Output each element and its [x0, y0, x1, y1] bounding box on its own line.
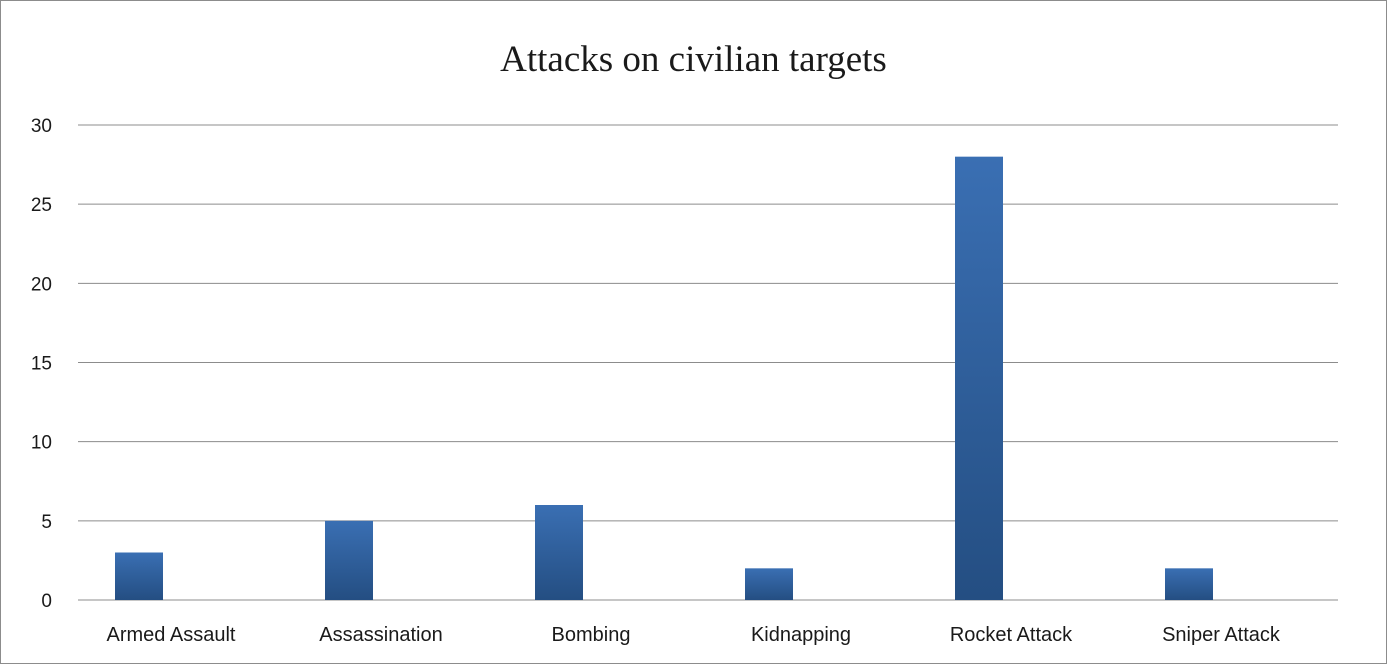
y-tick-label: 30: [31, 116, 52, 137]
x-category-label: Sniper Attack: [1162, 624, 1281, 646]
bars: [115, 156, 1213, 600]
y-tick-label: 10: [31, 433, 52, 454]
y-tick-label: 15: [31, 354, 52, 375]
y-tick-label: 20: [31, 274, 52, 295]
x-category-label: Armed Assault: [107, 624, 236, 646]
y-axis-ticks: 0 5 10 15 20 25 30: [31, 116, 52, 612]
y-tick-label: 5: [41, 512, 52, 533]
x-axis-categories: Armed Assault Assassination Bombing Kidnapp…: [107, 624, 1281, 646]
x-category-label: Rocket Attack: [950, 624, 1073, 646]
bar-assassination: [325, 520, 373, 600]
bar-bombing: [535, 505, 583, 600]
gridlines: [78, 124, 1338, 601]
bar-kidnapping: [745, 568, 793, 600]
x-category-label: Assassination: [319, 624, 442, 646]
y-tick-label: 25: [31, 195, 52, 216]
x-category-label: Kidnapping: [751, 624, 851, 646]
bar-sniper-attack: [1165, 568, 1213, 600]
bar-rocket-attack: [955, 156, 1003, 600]
y-tick-label: 0: [41, 591, 52, 612]
x-category-label: Bombing: [552, 624, 631, 646]
bar-armed-assault: [115, 552, 163, 600]
chart-title: Attacks on civilian targets: [500, 39, 887, 80]
